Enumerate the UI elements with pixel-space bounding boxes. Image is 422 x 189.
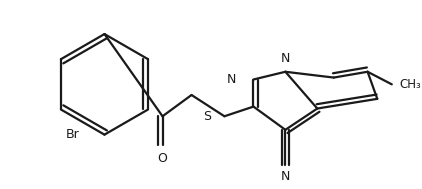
Text: N: N [281, 52, 290, 65]
Text: CH₃: CH₃ [400, 78, 421, 91]
Text: Br: Br [65, 128, 79, 141]
Text: N: N [281, 170, 290, 183]
Text: S: S [203, 110, 211, 123]
Text: N: N [227, 73, 236, 86]
Text: O: O [157, 152, 168, 165]
